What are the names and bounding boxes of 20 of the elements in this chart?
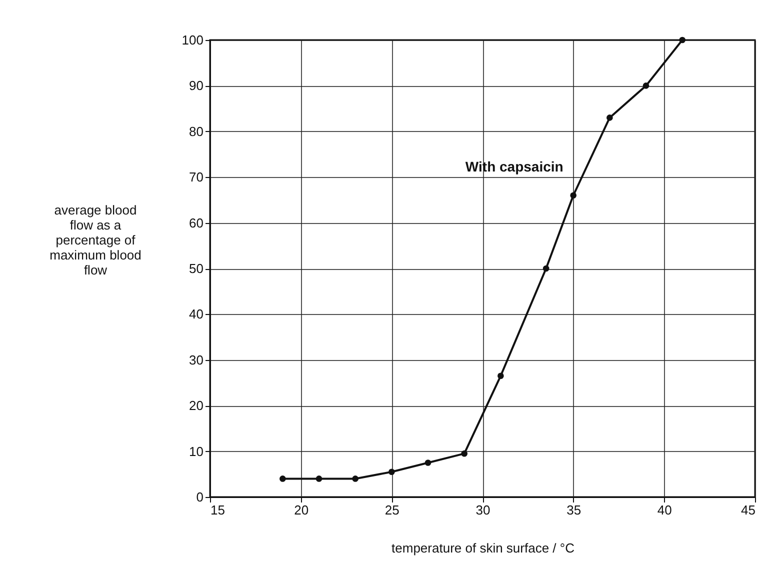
- y-tick-label: 60: [189, 215, 204, 230]
- x-tick-label: 20: [294, 502, 309, 518]
- x-tick-label: 25: [384, 502, 400, 518]
- x-tick-label: 35: [566, 502, 582, 518]
- y-tick-label: 10: [189, 444, 204, 459]
- y-tick-label: 80: [189, 124, 204, 139]
- x-tick-label: 45: [741, 502, 756, 518]
- x-tick-label: 30: [476, 502, 490, 518]
- y-tick-label: 90: [189, 78, 204, 94]
- y-axis-title: average blood flow as a percentage of maximum blood flow: [50, 202, 142, 278]
- y-tick-label: 40: [189, 306, 204, 322]
- x-tick-label: 15: [210, 502, 225, 518]
- x-axis-title: temperature of skin surface / °C: [392, 540, 574, 556]
- y-tick-label: 0: [196, 490, 204, 504]
- y-tick-label: 70: [189, 170, 204, 185]
- y-tick-label: 30: [189, 352, 204, 368]
- x-tick-label: 40: [657, 502, 672, 518]
- y-tick-label: 100: [182, 32, 204, 48]
- y-tick-label: 20: [189, 398, 204, 414]
- y-tick-label: 50: [189, 261, 204, 276]
